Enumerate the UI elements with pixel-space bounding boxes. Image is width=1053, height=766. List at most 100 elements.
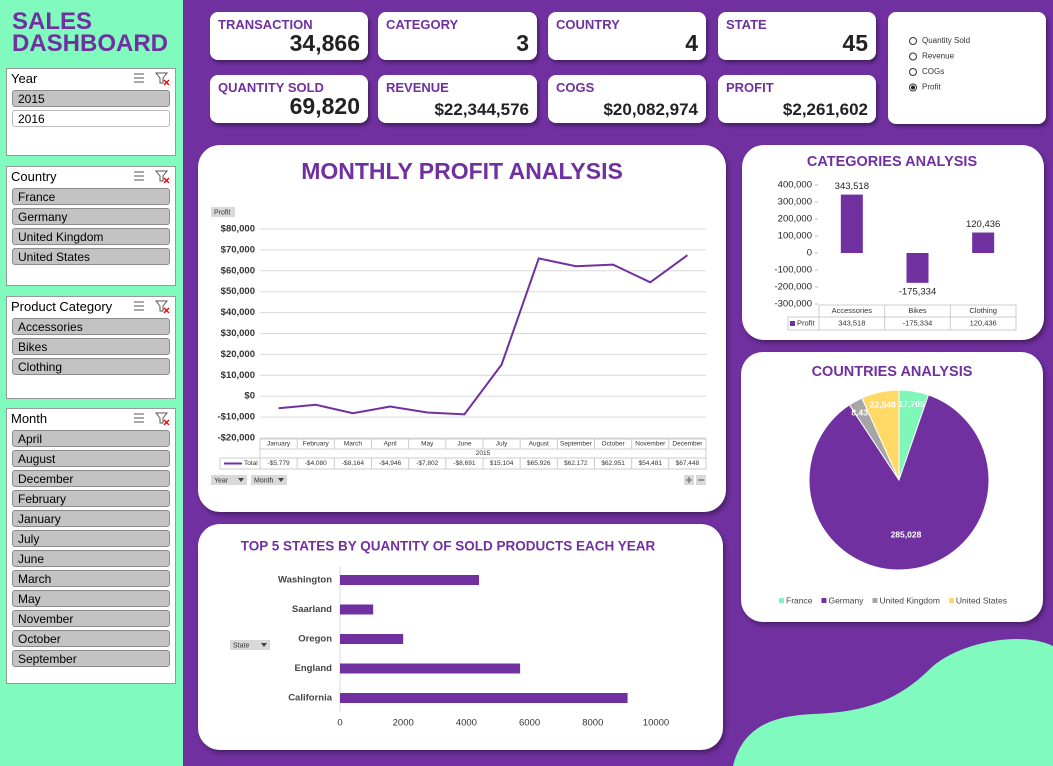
slicer-item[interactable]: September xyxy=(12,650,170,667)
data-label: 285,028 xyxy=(891,530,922,540)
slicer-item[interactable]: Bikes xyxy=(12,338,170,355)
chart-title: TOP 5 STATES BY QUANTITY OF SOLD PRODUCT… xyxy=(241,539,656,554)
slicer-icons[interactable] xyxy=(131,169,171,183)
filter-panel: SALES DASHBOARD Year 2015 2016 Country Franc… xyxy=(0,0,183,766)
kpi-card: REVENUE $22,344,576 xyxy=(378,75,537,123)
slicer-title: Product Category xyxy=(7,297,175,315)
kpi-value: $22,344,576 xyxy=(434,100,529,119)
legend-swatch xyxy=(790,321,795,326)
slicer-icons[interactable] xyxy=(131,299,171,313)
x-tick-label: Bikes xyxy=(908,306,927,315)
field-button-label[interactable]: Month xyxy=(254,477,274,484)
data-label: 343,518 xyxy=(835,181,869,192)
chart-title: MONTHLY PROFIT ANALYSIS xyxy=(301,158,623,184)
field-button[interactable] xyxy=(230,640,270,650)
bar xyxy=(972,232,995,253)
kpi-card: COGS $20,082,974 xyxy=(548,75,706,123)
y-tick-label: California xyxy=(288,693,333,704)
legend-swatch xyxy=(872,598,878,603)
button-arrow xyxy=(278,478,284,482)
slicer: Year 2015 2016 xyxy=(6,68,176,156)
slicer-item[interactable]: Germany xyxy=(12,208,170,225)
x-tick-label: 4000 xyxy=(456,718,477,729)
kpi-card: PROFIT $2,261,602 xyxy=(718,75,876,123)
table-value: -175,334 xyxy=(903,318,933,327)
radio[interactable] xyxy=(909,37,917,45)
radio[interactable] xyxy=(909,52,917,61)
slicer-item[interactable]: November xyxy=(12,610,170,627)
button-arrow xyxy=(261,643,267,647)
slicer-item[interactable]: 2015 xyxy=(12,90,170,107)
x-tick-label: September xyxy=(560,441,593,448)
x-tick-label: November xyxy=(635,441,666,448)
slicer-icons[interactable] xyxy=(131,71,171,85)
data-label: 8,431 xyxy=(851,407,873,417)
option-label[interactable]: Profit xyxy=(922,83,941,92)
x-tick-label: 0 xyxy=(337,718,342,729)
slicer-item[interactable]: August xyxy=(12,450,170,467)
slicer-icons[interactable] xyxy=(131,411,171,425)
slicer-item[interactable]: Accessories xyxy=(12,318,170,335)
data-label: $67,448 xyxy=(676,460,700,467)
option-label[interactable]: COGs xyxy=(922,67,944,76)
option-label[interactable]: Revenue xyxy=(922,52,955,61)
field-button-label[interactable]: Profit xyxy=(214,209,230,216)
y-tick-label: Oregon xyxy=(298,634,332,645)
slicer-item[interactable]: January xyxy=(12,510,170,527)
slicer-item[interactable]: June xyxy=(12,550,170,567)
bar-chart-card: CATEGORIES ANALYSIS -300,000 -200,000 -100,… xyxy=(742,145,1044,340)
x-tick-label: 6000 xyxy=(519,718,540,729)
kpi-label: CATEGORY xyxy=(386,17,459,32)
option-label[interactable]: Quantity Sold xyxy=(922,36,970,45)
slicer-item[interactable]: December xyxy=(12,470,170,487)
table-value: 120,436 xyxy=(970,318,997,327)
y-tick-label: England xyxy=(295,663,333,674)
kpi-card: COUNTRY 4 xyxy=(548,12,706,60)
slicer-item[interactable]: United Kingdom xyxy=(12,228,170,245)
slicer-item[interactable]: Clothing xyxy=(12,358,170,375)
slicer-item[interactable]: February xyxy=(12,490,170,507)
x-tick-label: Clothing xyxy=(969,306,997,315)
slicer: Month April August December February January J… xyxy=(6,408,176,684)
kpi-label: COUNTRY xyxy=(556,17,620,32)
legend-swatch xyxy=(948,598,954,603)
field-button-label[interactable]: State xyxy=(233,642,249,649)
slicer-item[interactable]: April xyxy=(12,430,170,447)
field-button-label[interactable]: Year xyxy=(214,477,229,484)
dashboard-title: SALES DASHBOARD xyxy=(12,8,168,57)
kpi-label: STATE xyxy=(726,17,767,32)
slicer-item[interactable]: 2016 xyxy=(12,110,170,127)
slicer-item[interactable]: May xyxy=(12,590,170,607)
y-tick-label: -200,000 xyxy=(774,282,812,293)
slicer-title: Country xyxy=(7,167,175,185)
x-tick-label: October xyxy=(602,441,626,448)
y-tick-label: -100,000 xyxy=(774,265,812,276)
slicer-item[interactable]: July xyxy=(12,530,170,547)
kpi-card: QUANTITY SOLD 69,820 xyxy=(210,75,368,123)
legend-swatch xyxy=(821,598,827,603)
x-tick-label: August xyxy=(529,441,549,448)
chart: MONTHLY PROFIT ANALYSIS Profit -$20,000 -$1… xyxy=(211,158,707,485)
radio[interactable] xyxy=(909,68,917,76)
x-tick-label: February xyxy=(303,441,330,448)
chart-title: COUNTRIES ANALYSIS xyxy=(812,364,973,380)
slicer-item[interactable]: October xyxy=(12,630,170,647)
kpi-value: 4 xyxy=(685,30,698,56)
data-label: -$5,779 xyxy=(268,460,290,467)
kpi-card: CATEGORY 3 xyxy=(378,12,537,60)
kpi-value: 3 xyxy=(516,30,529,56)
pie-slice xyxy=(808,394,990,571)
field-button[interactable] xyxy=(251,475,287,485)
field-button[interactable] xyxy=(211,207,235,217)
y-tick-label: $10,000 xyxy=(221,370,255,381)
legend-label: United States xyxy=(956,595,1007,605)
y-tick-label: $50,000 xyxy=(221,286,255,297)
legend-cell xyxy=(787,316,820,331)
slicer-item[interactable]: March xyxy=(12,570,170,587)
slicer-title: Year xyxy=(7,69,175,87)
slicer-item[interactable]: France xyxy=(12,188,170,205)
field-button[interactable] xyxy=(211,475,247,485)
chart-title: CATEGORIES ANALYSIS xyxy=(807,154,978,170)
slicer-item[interactable]: United States xyxy=(12,248,170,265)
measure-selector: Quantity Sold Revenue COGs Profit xyxy=(888,12,1046,124)
